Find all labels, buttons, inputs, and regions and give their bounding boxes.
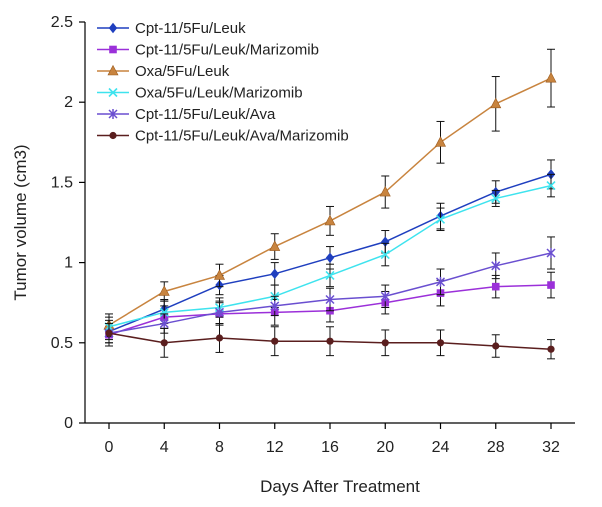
data-point [325,294,335,305]
data-point [105,329,113,337]
x-tick-label: 28 [487,439,505,456]
data-point [547,345,555,353]
data-point [547,281,555,289]
y-tick-label: 1.5 [51,174,73,191]
data-point [269,240,281,251]
y-tick-label: 0.5 [51,335,73,352]
data-point [325,252,335,263]
data-point [215,334,224,342]
data-point [214,307,225,318]
legend-marker [109,45,117,54]
y-axis-title: Tumor volume (cm3) [11,144,30,300]
series-layer [103,48,557,360]
data-point [159,307,169,317]
y-tick-label: 2 [64,94,73,111]
legend-label: Cpt-11/5Fu/Leuk/Ava [135,106,276,123]
data-point [545,71,557,83]
series-6 [105,319,555,360]
data-point [160,339,168,347]
data-point [491,260,501,271]
data-point [326,337,334,345]
legend-label: Oxa/5Fu/Leuk/Marizomib [135,85,303,102]
legend-marker [108,22,118,34]
data-point [380,291,390,302]
data-point [435,136,446,147]
data-point [324,214,336,226]
data-point [435,276,446,287]
legend-item: Cpt-11/5Fu/Leuk/Ava/Marizomib [97,128,349,145]
data-point [159,318,169,329]
x-tick-label: 4 [160,439,169,456]
series-3 [103,48,557,337]
x-tick-label: 24 [432,439,450,456]
data-point [270,268,279,280]
marker-stroke [380,250,390,260]
x-tick-label: 8 [215,439,224,456]
data-point [381,236,390,247]
legend-label: Cpt-11/5Fu/Leuk/Ava/Marizomib [135,128,349,145]
marker-stroke [108,87,118,98]
data-point [491,282,500,291]
y-axis-ticks: 0 0.5 1 1.5 2 2.5 [51,14,85,432]
x-tick-label: 0 [105,439,114,456]
data-point [214,269,225,280]
data-point [325,270,335,280]
data-point [546,181,556,191]
legend-item: Oxa/5Fu/Leuk [97,63,230,80]
legend-marker [108,87,118,98]
data-point [492,342,500,350]
y-tick-label: 2.5 [51,14,73,31]
legend-item: Cpt-11/5Fu/Leuk/Marizomib [97,42,319,59]
legend-item: Cpt-11/5Fu/Leuk [97,20,246,37]
data-point [435,214,446,224]
marker-stroke [491,193,501,204]
data-point [491,193,501,204]
x-tick-label: 20 [376,439,394,456]
data-point [436,339,445,347]
y-tick-label: 0 [64,415,73,432]
marker-stroke [546,181,556,191]
data-point [158,285,170,296]
x-axis-title: Days After Treatment [260,477,420,496]
data-point [270,300,280,311]
legend-marker [108,109,118,119]
legend-marker [107,64,119,76]
data-point [271,337,279,345]
legend-item: Cpt-11/5Fu/Leuk/Ava [97,106,276,123]
legend: Cpt-11/5Fu/Leuk Cpt-11/5Fu/Leuk/Marizomib… [97,20,349,145]
data-point [379,185,391,197]
x-axis-ticks: 0 4 8 12 16 20 24 28 32 [105,423,560,456]
legend-marker [109,131,117,140]
series-5 [104,236,556,344]
x-tick-label: 12 [266,439,284,456]
x-tick-label: 16 [321,439,339,456]
legend-label: Cpt-11/5Fu/Leuk/Marizomib [135,42,319,59]
data-point [380,250,390,260]
legend-label: Oxa/5Fu/Leuk [135,63,230,80]
data-point [381,339,389,347]
x-tick-label: 32 [542,439,560,456]
marker-stroke [435,214,446,224]
data-point [490,97,502,109]
data-point [546,247,556,258]
marker-stroke [325,270,335,280]
marker-stroke [159,307,169,317]
legend-item: Oxa/5Fu/Leuk/Marizomib [97,85,303,102]
y-tick-label: 1 [64,255,73,272]
legend-label: Cpt-11/5Fu/Leuk [135,20,246,37]
